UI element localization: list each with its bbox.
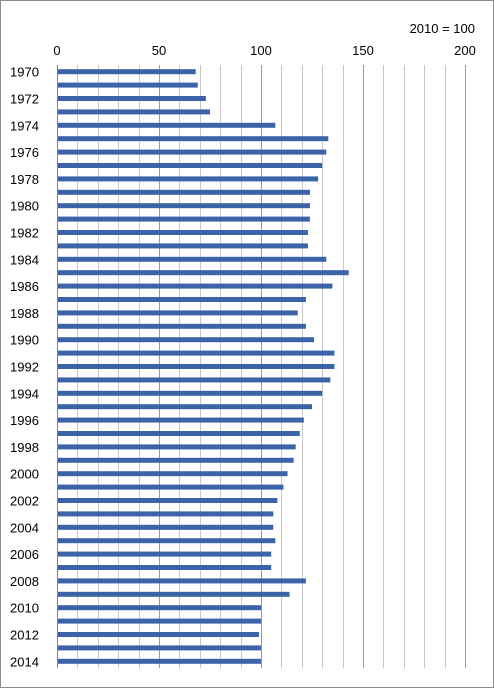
bar-2014 xyxy=(58,658,261,664)
y-tick-label: 1992 xyxy=(10,360,39,375)
x-tick-labels: 0 50 100 150 200 xyxy=(53,43,475,58)
y-tick-label: 2004 xyxy=(10,520,39,535)
bar-1985 xyxy=(58,270,349,276)
y-tick-label: 2014 xyxy=(10,654,39,669)
bar-1981 xyxy=(58,216,310,222)
y-tick-label: 1996 xyxy=(10,413,39,428)
bar-1989 xyxy=(58,323,306,329)
bar-2006 xyxy=(58,551,272,557)
y-tick-label: 1988 xyxy=(10,306,39,321)
y-tick-label: 2010 xyxy=(10,601,39,616)
bar-2002 xyxy=(58,498,278,503)
bar-2010 xyxy=(58,605,261,611)
bar-1987 xyxy=(58,297,306,302)
x-tick-label: 100 xyxy=(250,43,272,58)
bar-2007 xyxy=(58,565,272,570)
x-tick-label: 200 xyxy=(454,43,476,58)
bar-2004 xyxy=(58,524,274,530)
bar-1979 xyxy=(58,189,310,195)
bars xyxy=(58,69,349,664)
bar-2001 xyxy=(58,484,284,490)
bar-1991 xyxy=(58,350,335,356)
y-tick-label: 1986 xyxy=(10,279,39,294)
bar-1992 xyxy=(58,364,335,369)
y-tick-label: 2008 xyxy=(10,574,39,589)
x-tick-label: 150 xyxy=(352,43,374,58)
bar-2003 xyxy=(58,511,274,517)
y-tick-labels: 1970 1972 1974 1976 1978 1980 1982 1984 1986 1988… xyxy=(10,65,39,670)
bar-1986 xyxy=(58,283,333,289)
bar-1998 xyxy=(58,444,296,450)
bar-1990 xyxy=(58,337,315,343)
y-tick-label: 2006 xyxy=(10,547,39,562)
y-tick-label: 1974 xyxy=(10,118,39,133)
bar-1974 xyxy=(58,122,276,128)
bar-1975 xyxy=(58,136,329,142)
y-tick-label: 2012 xyxy=(10,628,39,643)
y-tick-label: 1994 xyxy=(10,386,39,401)
x-tick-label: 50 xyxy=(152,43,166,58)
bar-1997 xyxy=(58,431,300,436)
bar-1994 xyxy=(58,390,323,396)
bar-1971 xyxy=(58,82,198,88)
bar-1999 xyxy=(58,457,294,463)
bar-1995 xyxy=(58,404,312,410)
y-tick-label: 1970 xyxy=(10,65,39,80)
y-tick-label: 1984 xyxy=(10,252,39,267)
y-tick-label: 1990 xyxy=(10,333,39,348)
bar-1977 xyxy=(58,163,323,168)
bar-1982 xyxy=(58,230,308,235)
y-tick-label: 1976 xyxy=(10,145,39,160)
bar-2012 xyxy=(58,632,259,637)
bar-1983 xyxy=(58,243,308,249)
bar-1976 xyxy=(58,149,327,155)
y-tick-label: 1980 xyxy=(10,199,39,214)
y-tick-label: 1998 xyxy=(10,440,39,455)
bar-1996 xyxy=(58,417,304,423)
bar-2011 xyxy=(58,618,261,624)
y-tick-label: 2002 xyxy=(10,494,39,509)
bar-1988 xyxy=(58,310,298,316)
bar-1993 xyxy=(58,377,331,383)
x-tick-label: 0 xyxy=(53,43,60,58)
bar-1980 xyxy=(58,203,310,209)
bar-1978 xyxy=(58,176,319,182)
bar-1973 xyxy=(58,109,210,115)
bar-2009 xyxy=(58,591,290,597)
y-tick-label: 1982 xyxy=(10,226,39,241)
bar-2005 xyxy=(58,538,276,544)
index-base-note: 2010 = 100 xyxy=(410,21,475,36)
bar-1970 xyxy=(58,69,196,75)
bar-2008 xyxy=(58,578,306,584)
y-tick-label: 1978 xyxy=(10,172,39,187)
bar-1972 xyxy=(58,96,206,101)
bar-1984 xyxy=(58,256,327,262)
y-tick-label: 1972 xyxy=(10,92,39,107)
bar-2013 xyxy=(58,645,261,651)
bar-2000 xyxy=(58,471,288,477)
y-tick-label: 2000 xyxy=(10,467,39,482)
